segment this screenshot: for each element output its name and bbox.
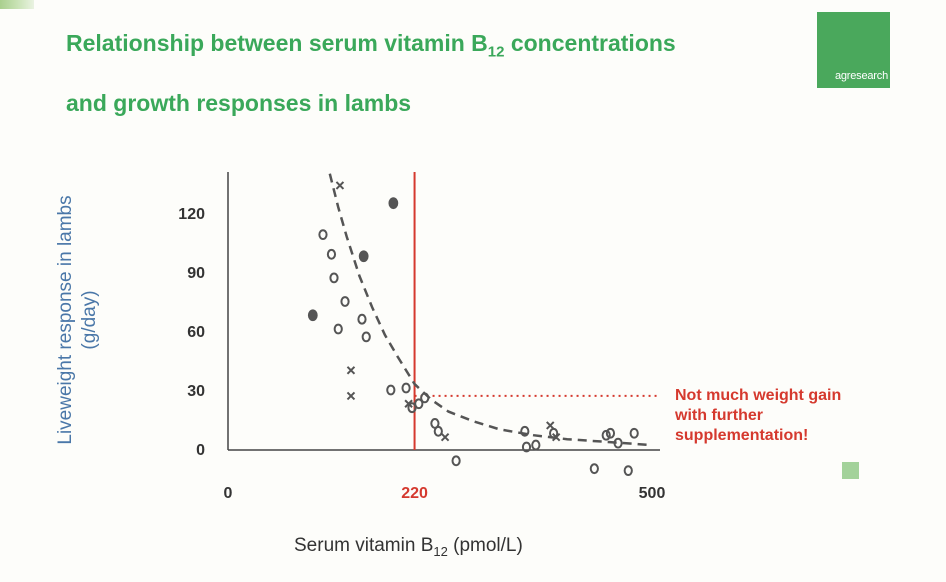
title-line-1: Relationship between serum vitamin B12 c…	[66, 30, 676, 61]
point-open	[613, 437, 623, 449]
x-tick-label: 500	[639, 485, 666, 502]
point-open	[361, 331, 371, 343]
y-tick-label: 90	[187, 265, 205, 282]
corner-accent	[0, 0, 34, 9]
decorative-square	[842, 462, 859, 479]
annotation-line-2: with further	[675, 407, 763, 424]
slide-title: Relationship between serum vitamin B12 c…	[66, 18, 676, 128]
point-open	[623, 465, 633, 477]
point-open	[414, 398, 424, 410]
point-x	[335, 181, 345, 190]
title-line-1-text: Relationship between serum vitamin B	[66, 30, 488, 56]
point-open	[589, 463, 599, 475]
point-open	[340, 296, 350, 307]
point-open	[629, 427, 639, 439]
annotation-line-3: supplementation!	[675, 427, 809, 444]
point-open	[357, 313, 367, 325]
fit-curve	[328, 173, 653, 447]
x-axis-label-subscript: 12	[433, 543, 448, 559]
y-tick-label: 0	[196, 442, 205, 459]
y-tick-label: 60	[187, 324, 205, 341]
point-open	[407, 402, 417, 414]
point-filled	[307, 309, 318, 322]
point-filled	[388, 197, 399, 210]
point-open	[521, 441, 532, 453]
x-axis-label-text: Serum vitamin B	[294, 535, 434, 556]
point-open	[601, 429, 611, 441]
point-open	[318, 229, 328, 241]
point-x	[346, 366, 356, 375]
point-open	[531, 439, 541, 451]
point-open	[333, 323, 343, 335]
point-open	[520, 425, 530, 437]
x-tick-label: 220	[401, 485, 428, 502]
point-open	[451, 455, 461, 467]
title-subscript: 12	[487, 43, 505, 61]
y-tick-label: 120	[178, 206, 205, 223]
agresearch-logo: agresearch	[817, 12, 890, 88]
point-open	[433, 425, 443, 437]
annotation-line-1: Not much weight gain	[675, 387, 842, 404]
point-open	[326, 248, 337, 260]
y-tick-label: 30	[187, 383, 205, 400]
annotation: Not much weight gain with further supple…	[675, 386, 841, 446]
x-axis-label-units: (pmol/L)	[447, 535, 523, 556]
logo-text: agresearch	[834, 70, 888, 82]
point-open	[605, 427, 616, 439]
point-open	[420, 392, 430, 404]
point-open	[329, 272, 339, 284]
point-open	[386, 384, 396, 396]
point-x	[551, 432, 561, 442]
x-axis-label: Serum vitamin B12 (pmol/L)	[294, 535, 523, 559]
title-line-1-end: concentrations	[504, 30, 676, 56]
point-x	[440, 432, 450, 442]
title-line-2: and growth responses in lambs	[66, 89, 412, 116]
point-x	[404, 399, 413, 408]
point-x	[546, 421, 555, 430]
x-tick-label: 0	[224, 485, 233, 502]
point-filled	[358, 250, 369, 263]
point-x	[346, 391, 356, 401]
point-open	[401, 382, 411, 394]
